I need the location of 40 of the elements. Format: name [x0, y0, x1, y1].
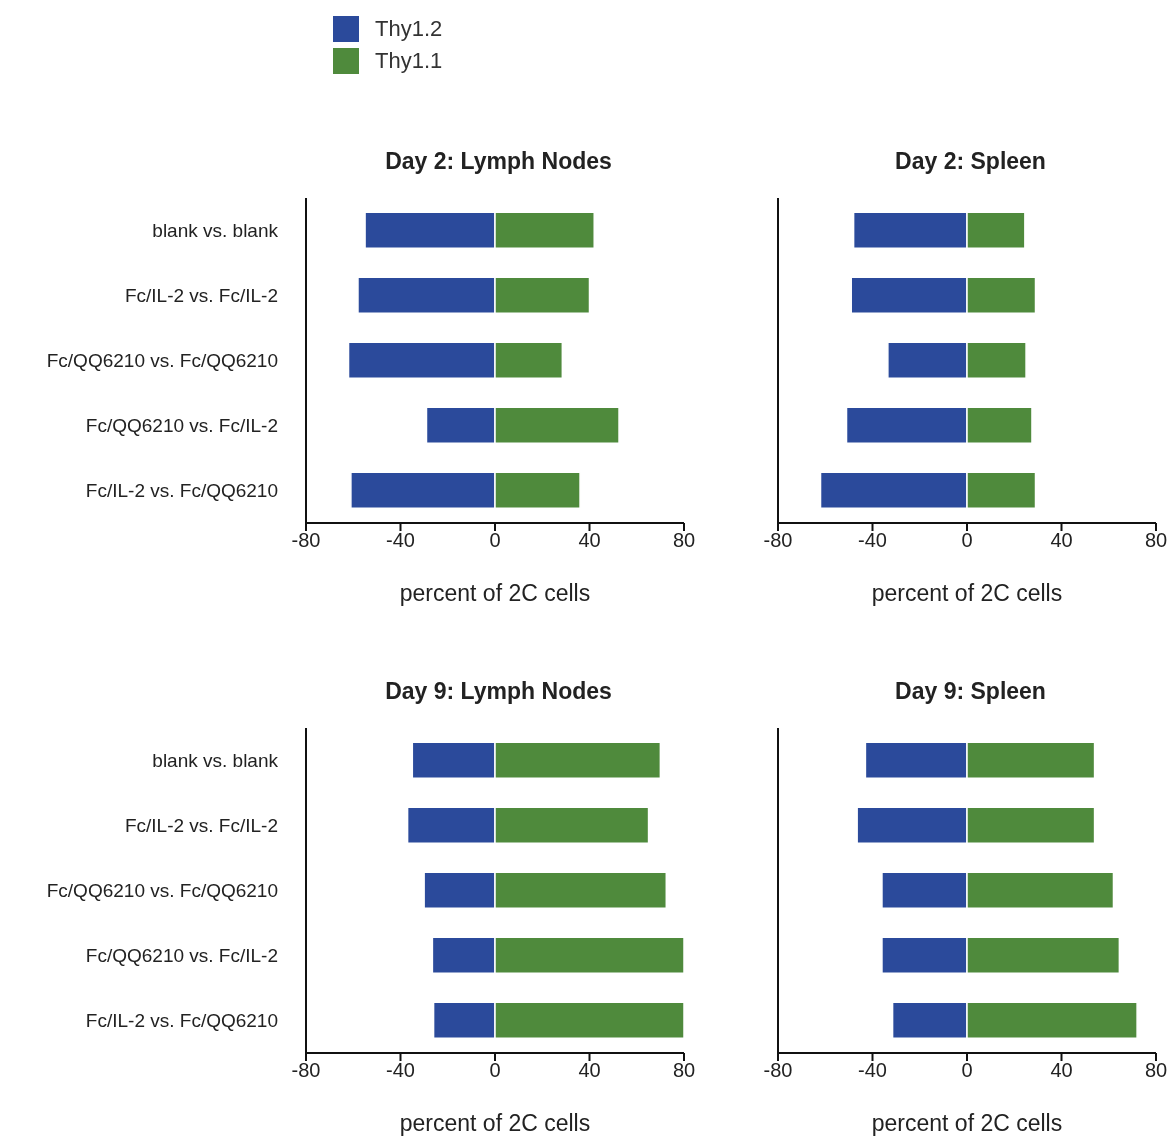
- x-tick-label: 80: [1144, 1059, 1168, 1082]
- x-axis-title: percent of 2C cells: [399, 580, 591, 606]
- x-tick-label: 80: [672, 1059, 696, 1082]
- x-tick-label: -80: [763, 529, 793, 552]
- chart-title: Day 2: Lymph Nodes: [384, 148, 613, 176]
- chart-title: Day 9: Spleen: [894, 678, 1047, 706]
- x-tick-label: 40: [1050, 1059, 1073, 1082]
- x-axis-title: percent of 2C cells: [871, 580, 1063, 606]
- x-tick-label: -80: [291, 1059, 321, 1082]
- y-tick-label: Fc/IL-2 vs. Fc/IL-2: [124, 285, 278, 307]
- x-tick-label: 40: [578, 1059, 601, 1082]
- y-tick-label: Fc/IL-2 vs. Fc/QQ6210: [85, 480, 278, 502]
- x-tick-label: 40: [578, 529, 601, 552]
- x-tick-label: -80: [763, 1059, 793, 1082]
- x-axis-title: percent of 2C cells: [399, 1110, 591, 1136]
- x-tick-label: 80: [672, 529, 696, 552]
- y-tick-label: Fc/IL-2 vs. Fc/QQ6210: [85, 1010, 278, 1032]
- x-tick-label: 0: [489, 1059, 501, 1082]
- x-tick-label: 0: [489, 529, 501, 552]
- y-tick-label: Fc/QQ6210 vs. Fc/IL-2: [85, 415, 278, 437]
- x-tick-label: -40: [858, 529, 887, 552]
- y-tick-label: Fc/QQ6210 vs. Fc/QQ6210: [46, 350, 278, 372]
- y-tick-label: Fc/QQ6210 vs. Fc/IL-2: [85, 945, 278, 967]
- legend-label: Thy1.2: [375, 16, 443, 42]
- x-tick-label: -80: [291, 529, 321, 552]
- y-tick-label: blank vs. blank: [152, 750, 279, 772]
- legend-label: Thy1.1: [375, 48, 443, 74]
- x-tick-label: 80: [1144, 529, 1168, 552]
- x-tick-label: -40: [386, 529, 415, 552]
- x-tick-label: -40: [386, 1059, 415, 1082]
- x-tick-label: 0: [961, 1059, 973, 1082]
- y-tick-label: Fc/QQ6210 vs. Fc/QQ6210: [46, 880, 278, 902]
- x-tick-label: 40: [1050, 529, 1073, 552]
- chart-title: Day 2: Spleen: [894, 148, 1047, 176]
- x-axis-title: percent of 2C cells: [871, 1110, 1063, 1136]
- y-tick-label: blank vs. blank: [152, 220, 279, 242]
- chart-title: Day 9: Lymph Nodes: [384, 678, 613, 706]
- x-tick-label: 0: [961, 529, 973, 552]
- y-tick-label: Fc/IL-2 vs. Fc/IL-2: [124, 815, 278, 837]
- x-tick-label: -40: [858, 1059, 887, 1082]
